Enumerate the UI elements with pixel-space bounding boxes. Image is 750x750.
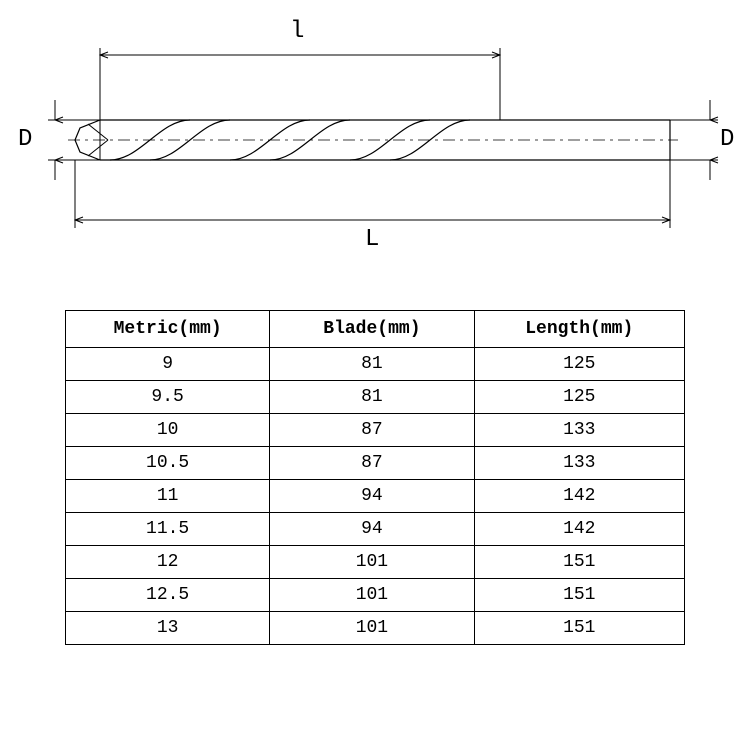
table-cell: 142 xyxy=(474,513,684,546)
table-cell: 81 xyxy=(270,348,474,381)
table-row: 1087133 xyxy=(66,414,685,447)
table-row: 9.581125 xyxy=(66,381,685,414)
table-cell: 87 xyxy=(270,414,474,447)
table-row: 981125 xyxy=(66,348,685,381)
drill-svg xyxy=(0,0,750,260)
table-cell: 12.5 xyxy=(66,579,270,612)
table-row: 11.594142 xyxy=(66,513,685,546)
table-cell: 101 xyxy=(270,546,474,579)
table-cell: 125 xyxy=(474,381,684,414)
label-overall-length: L xyxy=(365,226,379,253)
table-cell: 101 xyxy=(270,612,474,645)
table-cell: 12 xyxy=(66,546,270,579)
label-flute-length: l xyxy=(290,18,304,45)
table-cell: 151 xyxy=(474,546,684,579)
col-header-metric: Metric(mm) xyxy=(66,311,270,348)
table-cell: 151 xyxy=(474,579,684,612)
table-cell: 94 xyxy=(270,513,474,546)
dimensions-table-container: Metric(mm) Blade(mm) Length(mm) 9811259.… xyxy=(65,310,685,645)
table-cell: 11.5 xyxy=(66,513,270,546)
table-row: 1194142 xyxy=(66,480,685,513)
table-row: 12101151 xyxy=(66,546,685,579)
table-cell: 101 xyxy=(270,579,474,612)
label-diameter-right: D xyxy=(720,126,734,153)
table-row: 10.587133 xyxy=(66,447,685,480)
col-header-length: Length(mm) xyxy=(474,311,684,348)
table-cell: 9 xyxy=(66,348,270,381)
col-header-blade: Blade(mm) xyxy=(270,311,474,348)
table-cell: 9.5 xyxy=(66,381,270,414)
table-cell: 142 xyxy=(474,480,684,513)
table-header-row: Metric(mm) Blade(mm) Length(mm) xyxy=(66,311,685,348)
table-cell: 81 xyxy=(270,381,474,414)
table-cell: 133 xyxy=(474,447,684,480)
dimensions-table: Metric(mm) Blade(mm) Length(mm) 9811259.… xyxy=(65,310,685,645)
table-cell: 94 xyxy=(270,480,474,513)
table-cell: 11 xyxy=(66,480,270,513)
table-cell: 10.5 xyxy=(66,447,270,480)
table-cell: 87 xyxy=(270,447,474,480)
table-cell: 13 xyxy=(66,612,270,645)
table-cell: 10 xyxy=(66,414,270,447)
drill-diagram: l L D D xyxy=(0,0,750,260)
table-row: 12.5101151 xyxy=(66,579,685,612)
label-diameter-left: D xyxy=(18,126,32,153)
table-cell: 125 xyxy=(474,348,684,381)
table-row: 13101151 xyxy=(66,612,685,645)
table-cell: 151 xyxy=(474,612,684,645)
table-cell: 133 xyxy=(474,414,684,447)
table-body: 9811259.581125108713310.587133119414211.… xyxy=(66,348,685,645)
